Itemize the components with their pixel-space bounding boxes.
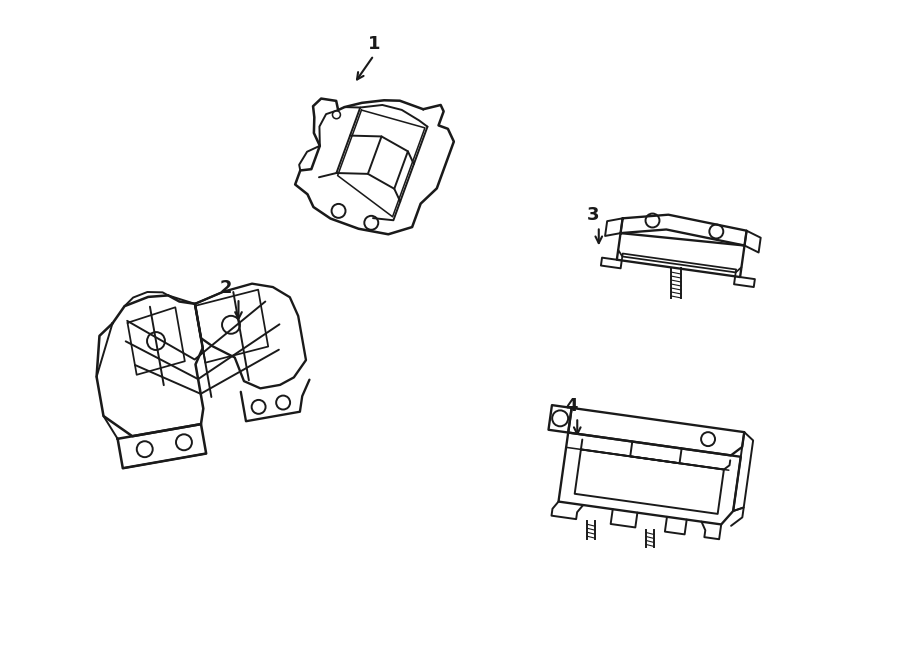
Text: 1: 1 (367, 35, 380, 53)
Text: 3: 3 (587, 206, 599, 224)
Text: 4: 4 (565, 397, 578, 415)
Text: 2: 2 (220, 279, 232, 297)
